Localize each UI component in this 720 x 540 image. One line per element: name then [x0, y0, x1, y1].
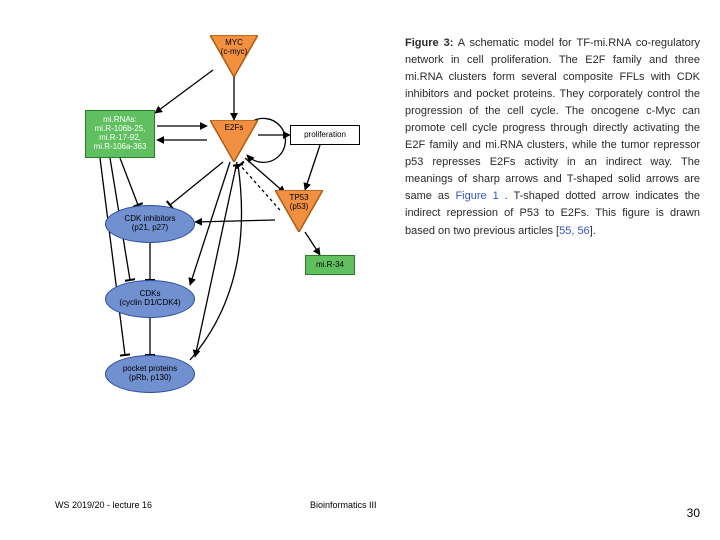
- figure-label: Figure 3:: [405, 37, 453, 49]
- edge-e2fs-cdks: [190, 162, 230, 285]
- node-label-myc: MYC(c-myc): [210, 39, 258, 57]
- figure-caption: Figure 3: A schematic model for TF-mi.RN…: [405, 35, 700, 240]
- refs-link[interactable]: 55, 56: [559, 225, 590, 237]
- node-tp53: TP53(p53): [275, 190, 323, 232]
- node-myc: MYC(c-myc): [210, 35, 258, 77]
- node-proliferation: proliferation: [290, 125, 360, 145]
- edge-mirnas-pocket: [100, 158, 125, 355]
- node-mirnas: mi.RNAs:mi.R-106b-25,mi.R-17-92,mi.R-106…: [85, 110, 155, 158]
- network-diagram: MYC(c-myc)E2FsTP53(p53)mi.RNAs:mi.R-106b…: [95, 25, 385, 455]
- edge-myc-mirnas: [155, 70, 213, 113]
- footer-left: WS 2019/20 - lecture 16: [55, 500, 152, 510]
- page-number: 30: [687, 506, 700, 520]
- node-cdk_inh: CDK inhibitors(p21, p27): [105, 205, 195, 243]
- node-label-tp53: TP53(p53): [275, 194, 323, 212]
- edge-pocket-e2fs: [190, 165, 242, 360]
- node-pocket: pocket proteins(pRb, p130): [105, 355, 195, 393]
- edge-proliferation-tp53: [305, 145, 320, 190]
- node-mir34: mi.R-34: [305, 255, 355, 275]
- edge-tp53-cdk_inh: [195, 220, 275, 222]
- caption-part-3: ].: [590, 225, 596, 237]
- node-e2fs: E2Fs: [210, 120, 258, 162]
- edge-mirnas-cdk_inh: [120, 158, 138, 205]
- node-label-e2fs: E2Fs: [210, 124, 258, 133]
- caption-part-1: A schematic model for TF-mi.RNA co-regul…: [405, 37, 700, 202]
- figure-link[interactable]: Figure 1: [455, 190, 498, 202]
- edge-e2fs-tp53: [245, 158, 285, 193]
- edge-tp53-e2fs: [240, 165, 280, 210]
- edge-tp53-mir34: [305, 232, 320, 255]
- edge-e2fs-pocket: [195, 162, 237, 357]
- footer-center: Bioinformatics III: [310, 500, 377, 510]
- node-cdks: CDKs(cyclin D1/CDK4): [105, 280, 195, 318]
- edge-e2fs-cdk_inh: [170, 162, 223, 205]
